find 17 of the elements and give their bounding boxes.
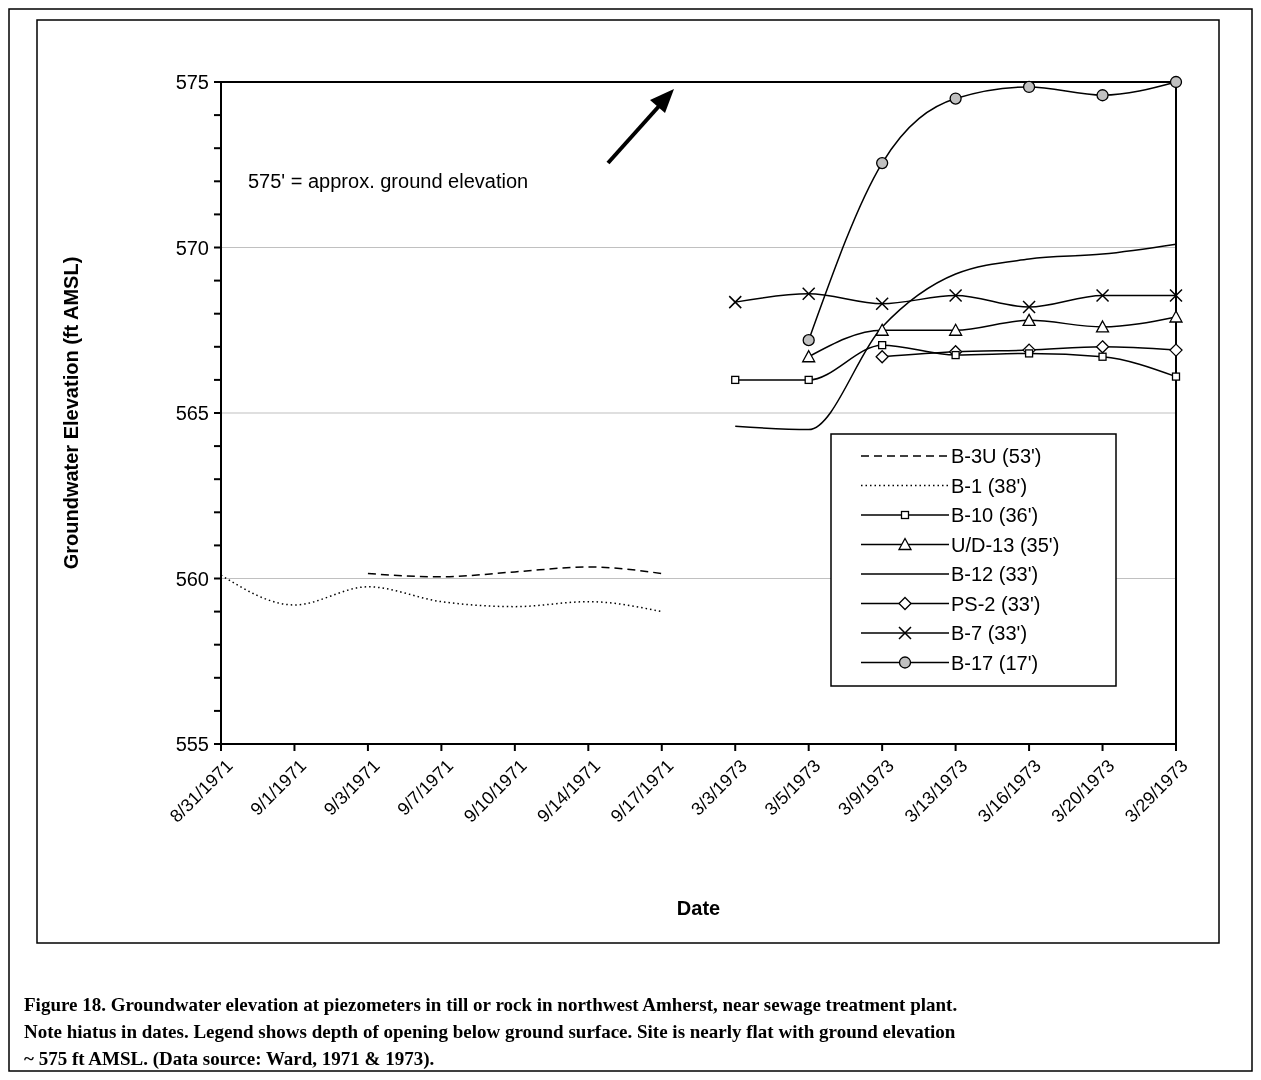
legend-label: B-17 (17') xyxy=(951,651,1039,674)
y-tick-label: 565 xyxy=(175,402,209,424)
y-tick-label: 555 xyxy=(175,733,209,755)
x-axis-title: Date xyxy=(676,897,721,919)
legend-label: PS-2 (33') xyxy=(951,592,1041,615)
annotation: 575' = approx. ground elevation xyxy=(248,170,529,192)
legend-label: B-12 (33') xyxy=(951,563,1039,585)
legend-label: U/D-13 (35') xyxy=(951,533,1060,556)
y-axis-title: Groundwater Elevation (ft AMSL) xyxy=(60,256,82,570)
legend-label: B-3U (53') xyxy=(951,445,1042,467)
y-tick-label: 570 xyxy=(175,236,209,259)
caption: Figure 18. Groundwater elevation at piezometers in till or rock in northwest Amherst, near sewage treatment plant. Note hiatus in dates. Legend shows depth of opening below ground surface. Site is nearly flat with ground elevation ~ 575 ft AMSL. (Data source: Ward, 1971 & 1973). xyxy=(24,994,958,1070)
y-tick-label: 560 xyxy=(175,567,209,590)
legend-label: B-1 (38') xyxy=(951,474,1028,497)
legend-label: B-7 (33') xyxy=(951,622,1028,644)
legend-label: B-10 (36') xyxy=(951,504,1039,526)
y-tick-label: 575 xyxy=(175,71,209,93)
